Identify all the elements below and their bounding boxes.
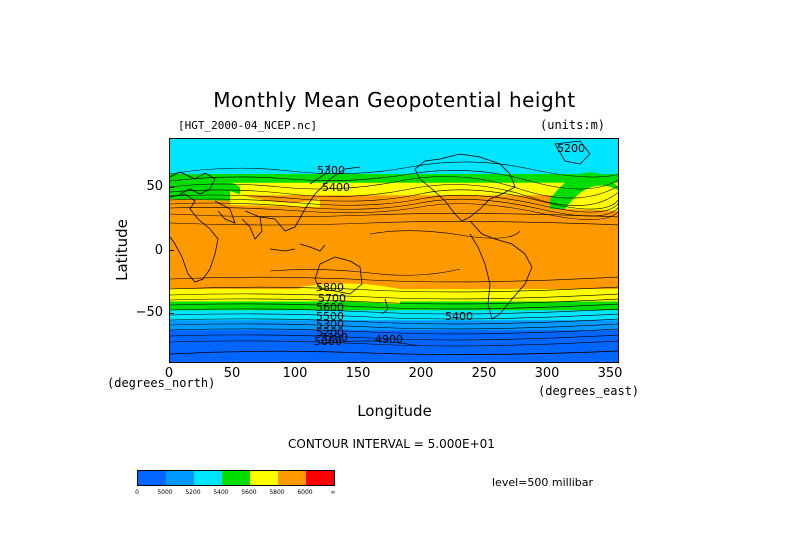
colorbar-label: 5400 <box>213 489 229 496</box>
colorbar-label: 5000 <box>157 489 173 496</box>
y-tick-label: 50 <box>146 179 163 194</box>
contour-band <box>170 341 618 362</box>
contour-label: 5700 <box>318 292 346 305</box>
green-ridge-eurasia <box>170 174 240 201</box>
contour-band <box>170 276 618 290</box>
x-tick-label: 200 <box>408 366 434 381</box>
contour-label: 5300 <box>317 164 345 177</box>
contour-band <box>170 182 618 196</box>
y-axis-label: Latitude <box>113 219 131 281</box>
contour-band <box>170 214 618 227</box>
contour-band <box>170 174 618 184</box>
x-tick-label: 0 <box>164 366 174 381</box>
contour-label: 4900 <box>375 333 403 346</box>
colorbar <box>137 470 335 486</box>
x-tick-label: 300 <box>534 366 560 381</box>
contour-label: 5500 <box>316 310 344 323</box>
colorbar-label: 5200 <box>185 489 201 496</box>
level-label: level=500 millibar <box>492 476 594 489</box>
x-tick-label: 150 <box>345 366 371 381</box>
colorbar-swatch <box>250 471 278 485</box>
contour-band <box>170 154 618 175</box>
contour-label: 5200 <box>316 326 344 339</box>
contour-interval: CONTOUR INTERVAL = 5.000E+01 <box>288 437 495 451</box>
colorbar-swatch <box>222 471 250 485</box>
y-tick-mark <box>169 250 174 251</box>
contour-band <box>170 330 618 342</box>
contour-band <box>170 251 618 277</box>
x-axis-label: Longitude <box>0 402 789 420</box>
contour-label: 5200 <box>557 142 585 155</box>
colorbar-label: ∞ <box>330 489 336 496</box>
contour-band <box>170 139 618 155</box>
contour-label: 5400 <box>322 181 350 194</box>
colorbar-label: 5800 <box>269 489 285 496</box>
contour-band <box>170 195 618 205</box>
colorbar-swatch <box>278 471 306 485</box>
map-panel: 5300 5400 5800 5700 5600 5500 5400 5300 … <box>169 138 619 363</box>
y-tick-mark <box>169 187 174 188</box>
contour-band <box>170 320 618 331</box>
contour-band <box>170 204 618 215</box>
contour-label: 5600 <box>316 301 344 314</box>
units-label: (units:m) <box>540 118 606 132</box>
contour-band <box>170 310 618 321</box>
colorbar-swatch <box>194 471 222 485</box>
colorbar-label: 5600 <box>241 489 257 496</box>
colorbar-label: 0 <box>135 489 139 496</box>
contour-label: 5100 <box>320 331 348 344</box>
contour-lines <box>170 161 618 347</box>
x-tick-label: 250 <box>471 366 497 381</box>
coastlines <box>170 140 618 355</box>
map-svg: 5300 5400 5800 5700 5600 5500 5400 5300 … <box>170 139 618 362</box>
contour-band <box>170 301 618 311</box>
x-axis-label-text: Longitude <box>357 402 432 420</box>
filled-contour-bands <box>170 139 618 362</box>
yellow-ridge-atlantic <box>565 185 618 211</box>
plot-title: Monthly Mean Geopotential height <box>213 88 576 112</box>
colorbar-swatch <box>166 471 194 485</box>
y-tick-mark <box>169 313 174 314</box>
contour-label: 5000 <box>314 335 342 348</box>
contour-label: 5400 <box>445 310 473 323</box>
contour-band <box>170 226 618 252</box>
contour-label-group: 5300 5400 5800 5700 5600 5500 5400 5300 … <box>314 142 585 348</box>
file-label: [HGT_2000-04_NCEP.nc] <box>178 119 318 132</box>
x-tick-label: 50 <box>223 366 241 381</box>
x-tick-label: 100 <box>282 366 308 381</box>
y-unit-label: (degrees_north) <box>107 376 216 390</box>
y-tick-label: 0 <box>154 243 163 258</box>
x-unit-label: (degrees_east) <box>538 384 640 398</box>
y-tick-label: −50 <box>135 305 163 320</box>
contour-label: 5300 <box>316 318 344 331</box>
contour-label: 5800 <box>316 281 344 294</box>
colorbar-label: 6000 <box>297 489 313 496</box>
x-tick-label: 350 <box>597 366 623 381</box>
colorbar-swatch <box>306 471 334 485</box>
colorbar-swatch <box>138 471 166 485</box>
